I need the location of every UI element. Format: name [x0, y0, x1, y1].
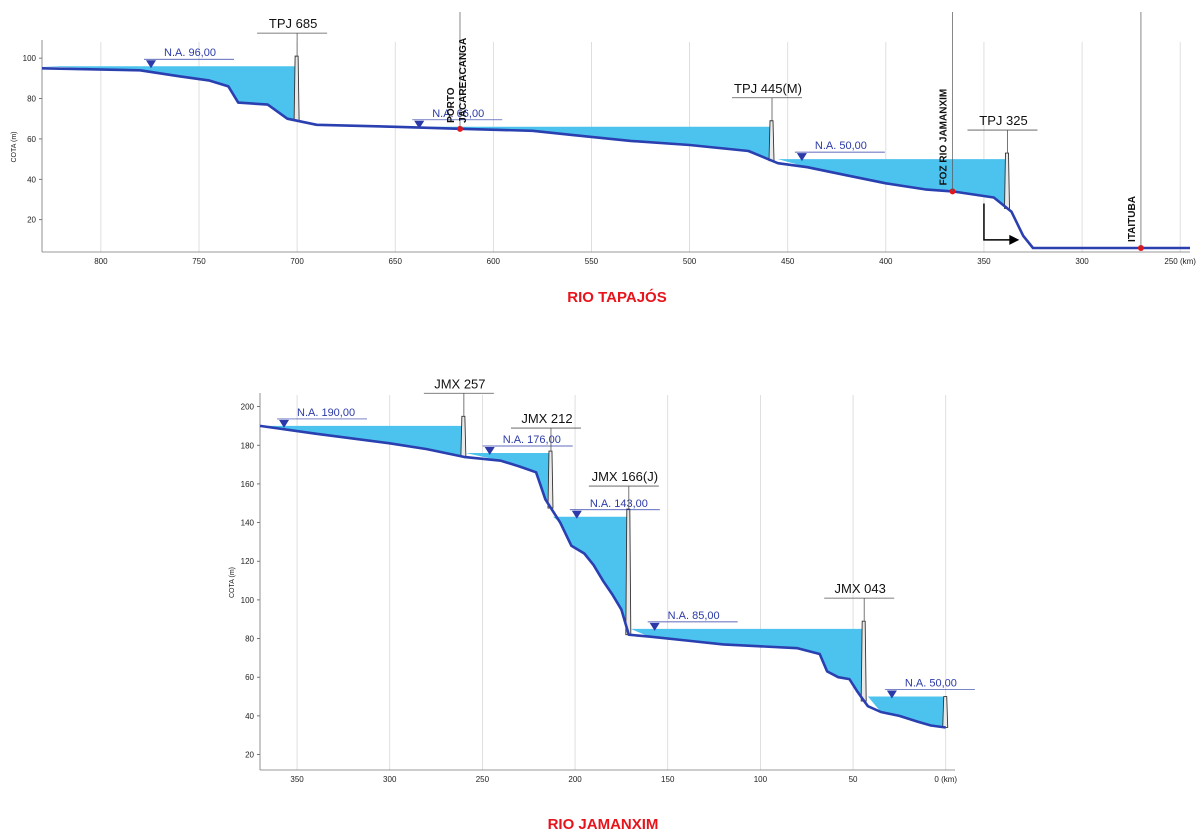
x-tick-label: 200 — [568, 775, 582, 784]
dam-label: TPJ 325 — [979, 113, 1027, 128]
x-tick-label: 550 — [585, 257, 599, 266]
x-tick-label: 50 — [849, 775, 858, 784]
y-tick-label: 180 — [241, 441, 255, 450]
y-tick-label: 40 — [27, 175, 36, 184]
na-label: N.A. 66,00 — [432, 108, 484, 120]
y-axis-label: COTA (m) — [229, 567, 236, 598]
water-level-marker-icon — [484, 446, 495, 455]
x-tick-label: 600 — [487, 257, 501, 266]
y-tick-label: 80 — [27, 95, 36, 104]
place-label: ITAITUBA — [1127, 196, 1138, 242]
water-level-marker-icon — [279, 419, 289, 428]
riverbed-line — [41, 67, 1190, 250]
y-tick-label: 160 — [241, 480, 255, 489]
dam-structure — [942, 696, 949, 728]
y-tick-label: 120 — [241, 557, 255, 566]
rio-jamanxim-chart: 350 300 250 200 150 100 50 0 (km) 20 40 60 80 100 120… — [229, 376, 975, 784]
reservoir-water — [260, 425, 464, 457]
y-axis-label: COTA (m) — [11, 132, 18, 163]
water-level-marker-icon — [571, 510, 582, 519]
dam-structure — [293, 55, 300, 122]
y-tick-label: 100 — [241, 596, 255, 605]
x-tick-label: 800 — [94, 257, 108, 266]
y-tick-label: 40 — [245, 712, 254, 721]
na-label: N.A. 50,00 — [905, 678, 957, 690]
place-label-line2: JACAREACANGA — [458, 38, 469, 123]
y-tick-label: 20 — [27, 216, 36, 225]
reservoir-water — [465, 452, 551, 509]
dam-structure — [547, 450, 554, 509]
reservoir-water — [42, 66, 298, 121]
dam-label: JMX 166(J) — [592, 469, 658, 484]
na-label: N.A. 96,00 — [164, 47, 216, 59]
water-level-marker-icon — [649, 622, 660, 631]
dam-label: JMX 043 — [835, 581, 886, 596]
na-label: N.A. 143,00 — [590, 498, 648, 510]
x-tick-label: 500 — [683, 257, 697, 266]
reservoir-water — [630, 628, 865, 702]
flow-arrow-icon — [1009, 234, 1020, 245]
water-level-marker-icon — [414, 120, 425, 129]
x-tick-label: 250 (km) — [1164, 257, 1196, 266]
rio-tapajos-title: RIO TAPAJÓS — [567, 288, 666, 306]
x-tick-label: 700 — [290, 257, 304, 266]
y-tick-label: 100 — [23, 54, 37, 63]
y-tick-label: 140 — [241, 519, 255, 528]
y-tick-label: 60 — [27, 135, 36, 144]
rio-jamanxim-title: RIO JAMANXIM — [548, 816, 659, 833]
dam-label: JMX 212 — [521, 411, 572, 426]
x-tick-label: 100 — [754, 775, 768, 784]
place-label: PORTO — [446, 87, 457, 123]
x-tick-label: 650 — [389, 257, 403, 266]
x-tick-label: 350 — [977, 257, 991, 266]
water-level-marker-icon — [796, 153, 807, 162]
dam-structure — [460, 415, 467, 458]
y-tick-label: 200 — [241, 403, 255, 412]
reservoir-water — [552, 516, 629, 635]
dam-label: TPJ 445(M) — [734, 81, 802, 96]
x-tick-label: 350 — [290, 775, 304, 784]
na-label: N.A. 176,00 — [503, 434, 561, 446]
x-tick-label: 400 — [879, 257, 893, 266]
dam-structure — [625, 508, 632, 636]
y-tick-label: 80 — [245, 635, 254, 644]
place-label: FOZ RIO JAMANXIM — [939, 89, 950, 186]
x-tick-label: 150 — [661, 775, 675, 784]
dam-structure — [1004, 152, 1010, 209]
water-level-marker-icon — [886, 690, 897, 699]
dam-label: JMX 257 — [434, 376, 485, 391]
na-label: N.A. 85,00 — [668, 610, 720, 622]
rio-tapajos-chart: 800 750 700 650 600 550 500 450 400 350 300 250 (km… — [11, 12, 1196, 266]
y-tick-label: 20 — [245, 751, 254, 760]
riverbed-line — [259, 424, 946, 729]
x-tick-label: 0 (km) — [934, 775, 957, 784]
x-tick-label: 250 — [476, 775, 490, 784]
y-tick-label: 60 — [245, 673, 254, 682]
dam-structure — [768, 120, 775, 162]
reservoir-water — [867, 696, 946, 728]
x-tick-label: 750 — [192, 257, 206, 266]
na-label: N.A. 190,00 — [297, 407, 355, 419]
water-level-marker-icon — [146, 60, 156, 69]
x-tick-label: 300 — [383, 775, 397, 784]
na-label: N.A. 50,00 — [815, 140, 867, 152]
x-tick-label: 300 — [1075, 257, 1089, 266]
dam-structure — [860, 620, 867, 702]
dam-label: TPJ 685 — [269, 16, 317, 31]
flow-arrow-line — [983, 203, 1012, 241]
reservoir-water — [395, 126, 773, 161]
x-tick-label: 450 — [781, 257, 795, 266]
